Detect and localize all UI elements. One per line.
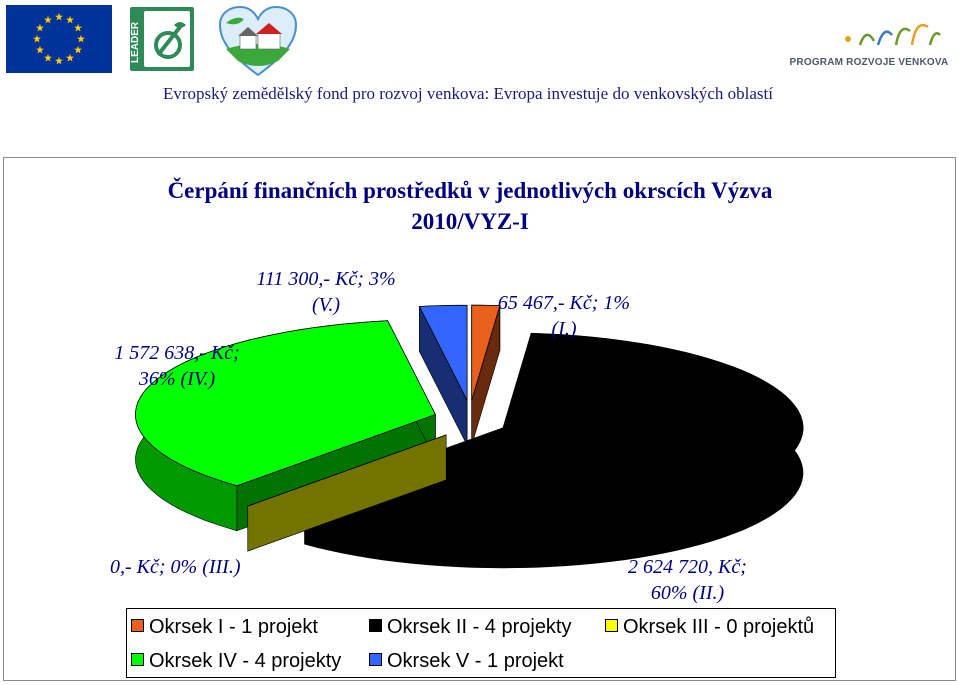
pie-slice-v: [418, 304, 468, 446]
eu-star-icon: [55, 12, 63, 21]
data-label-iv: 1 572 638,- Kč; 36% (IV.): [92, 340, 262, 392]
eu-star-icon: [33, 34, 41, 43]
data-label-i: 65 467,- Kč; 1% (I.): [474, 290, 654, 342]
legend-swatch-ii: [369, 619, 382, 632]
eu-star-icon: [35, 23, 44, 32]
data-label-v: 111 300,- Kč; 3% (V.): [236, 266, 416, 318]
legend-item-iii: Okrsek III - 0 projektů: [605, 615, 814, 639]
eu-star-icon: [55, 56, 63, 65]
legend-item-iv: Okrsek IV - 4 projekty: [131, 649, 341, 673]
prv-logo-text: PROGRAM ROZVOJE VENKOVA: [789, 57, 949, 68]
legend-swatch-i: [131, 619, 144, 632]
rural-heart-logo: [218, 5, 298, 77]
chart-title: Čerpání finančních prostředků v jednotli…: [167, 178, 773, 234]
eu-star-icon: [74, 23, 83, 32]
pie-slice-iii: [247, 434, 447, 552]
eu-star-icon: [44, 15, 52, 24]
legend-swatch-iv: [131, 653, 144, 666]
eu-star-icon: [74, 45, 83, 54]
leader-logo: LEADER: [128, 5, 196, 73]
data-label-ii-line1: 2 624 720, Kč;: [628, 556, 747, 578]
data-label-ii-line2: 60% (II.): [650, 582, 725, 604]
legend-label-iii: Okrsek III - 0 projektů: [623, 616, 815, 638]
eu-stars-icon: [33, 12, 85, 65]
legend-item-i: Okrsek I - 1 projekt: [131, 615, 318, 639]
legend-label-ii: Okrsek II - 4 projekty: [387, 616, 572, 638]
data-label-ii: 2 624 720, Kč; 60% (II.): [600, 554, 775, 606]
data-label-iv-line1: 1 572 638,- Kč;: [114, 342, 240, 364]
legend-label-iv: Okrsek IV - 4 projekty: [149, 650, 342, 672]
data-label-i-line2: (I.): [551, 318, 577, 340]
data-label-iv-line2: 36% (IV.): [138, 368, 216, 390]
chart-legend: Okrsek I - 1 projekt Okrsek II - 4 proje…: [126, 608, 836, 678]
legend-label-v: Okrsek V - 1 projekt: [387, 650, 564, 672]
prv-logo: PROGRAM ROZVOJE VENKOVA: [788, 5, 950, 77]
data-label-iii: 0,- Kč; 0% (III.): [110, 554, 285, 580]
eu-star-icon: [66, 53, 74, 62]
eu-star-icon: [66, 15, 74, 24]
header-subtitle: Evropský zemědělský fond pro rozvoj venk…: [163, 84, 773, 103]
data-label-iii-line1: 0,- Kč; 0% (III.): [110, 556, 241, 578]
leader-logo-text: LEADER: [130, 21, 141, 63]
data-label-i-line1: 65 467,- Kč; 1%: [497, 292, 631, 314]
data-label-v-line1: 111 300,- Kč; 3%: [256, 268, 396, 290]
legend-item-ii: Okrsek II - 4 projekty: [369, 615, 572, 639]
legend-label-i: Okrsek I - 1 projekt: [149, 616, 318, 638]
eu-flag-logo: [6, 5, 112, 73]
legend-item-v: Okrsek V - 1 projekt: [369, 649, 564, 673]
eu-star-icon: [77, 34, 85, 43]
eu-star-icon: [35, 45, 44, 54]
legend-swatch-v: [369, 653, 382, 666]
pie-slice-i: [471, 304, 501, 446]
data-label-v-line2: (V.): [312, 294, 340, 316]
eu-star-icon: [44, 53, 52, 62]
legend-swatch-iii: [605, 619, 618, 632]
